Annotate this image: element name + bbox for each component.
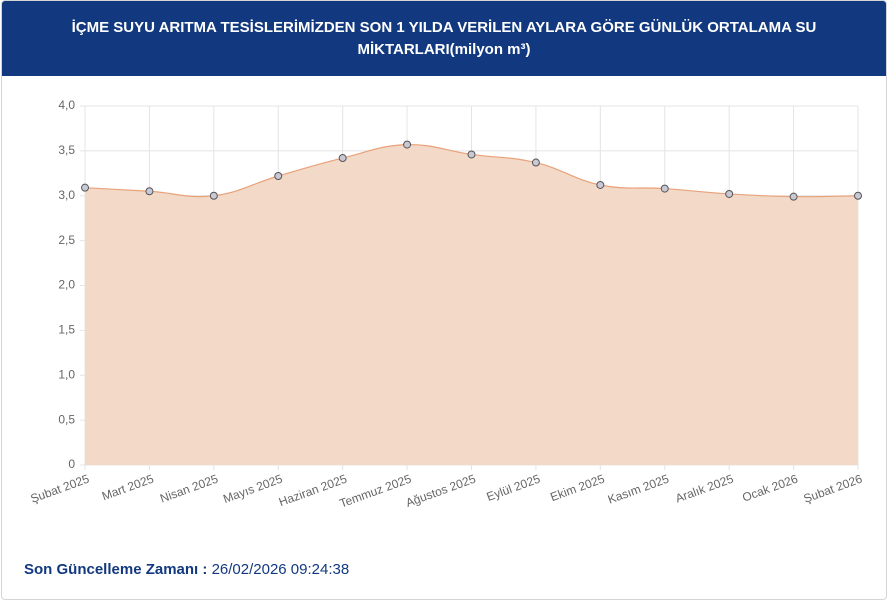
point bbox=[596, 180, 605, 189]
point bbox=[660, 184, 669, 193]
x-tick-label: Temmuz 2025 bbox=[338, 472, 414, 511]
x-tick-label: Nisan 2025 bbox=[158, 472, 220, 506]
point bbox=[789, 192, 798, 201]
point bbox=[209, 191, 218, 200]
footer: Son Güncelleme Zamanı : 26/02/2026 09:24… bbox=[24, 561, 349, 578]
y-tick-label: 1,5 bbox=[58, 323, 75, 337]
chart-title: İÇME SUYU ARITMA TESİSLERİMİZDEN SON 1 Y… bbox=[71, 18, 817, 58]
footer-timestamp: 26/02/2026 09:24:38 bbox=[211, 561, 350, 578]
x-tick-label: Şubat 2025 bbox=[29, 472, 92, 506]
point bbox=[854, 191, 862, 200]
y-tick-label: 2,0 bbox=[58, 278, 75, 292]
y-tick-label: 1,0 bbox=[58, 367, 75, 381]
x-tick-label: Kasım 2025 bbox=[606, 472, 671, 507]
x-tick-label: Ağustos 2025 bbox=[404, 472, 478, 510]
x-tick-label: Aralık 2025 bbox=[673, 472, 735, 506]
y-tick-label: 3,5 bbox=[58, 143, 75, 157]
x-tick-label: Mayıs 2025 bbox=[221, 472, 284, 506]
area bbox=[85, 144, 858, 465]
y-tick-label: 3,0 bbox=[58, 188, 75, 202]
point bbox=[274, 172, 283, 181]
y-tick-label: 0 bbox=[68, 457, 75, 471]
x-tick-label: Şubat 2026 bbox=[802, 472, 865, 506]
point bbox=[725, 189, 734, 198]
point bbox=[467, 150, 476, 159]
x-tick-label: Mart 2025 bbox=[100, 472, 156, 504]
point bbox=[338, 154, 347, 163]
header: İÇME SUYU ARITMA TESİSLERİMİZDEN SON 1 Y… bbox=[2, 1, 886, 76]
point bbox=[531, 158, 540, 167]
point bbox=[403, 140, 412, 149]
x-tick-label: Ekim 2025 bbox=[548, 472, 606, 505]
y-tick-label: 0,5 bbox=[58, 412, 75, 426]
x-tick-label: Eylül 2025 bbox=[485, 472, 543, 504]
x-tick-label: Haziran 2025 bbox=[277, 472, 349, 510]
point bbox=[145, 187, 154, 196]
footer-label: Son Güncelleme Zamanı : bbox=[24, 561, 208, 578]
point bbox=[81, 183, 89, 192]
y-tick-label: 4,0 bbox=[58, 98, 75, 112]
x-tick-label: Ocak 2026 bbox=[740, 472, 800, 505]
y-tick-label: 2,5 bbox=[58, 233, 75, 247]
